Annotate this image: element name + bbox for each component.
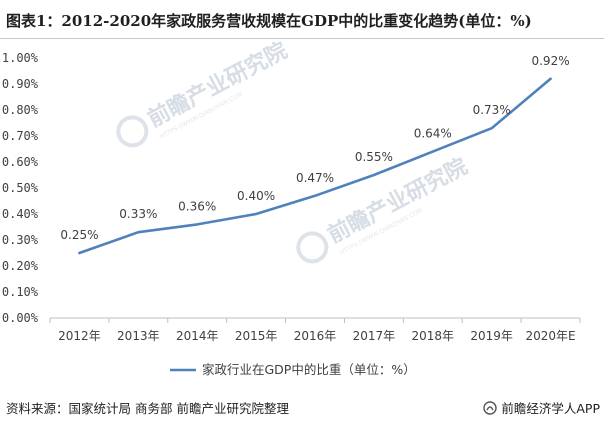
y-tick-label: 0.40%: [2, 207, 39, 221]
x-tick-label: 2020年E: [525, 329, 575, 343]
data-labels: 0.25% 0.33% 0.36% 0.40% 0.47% 0.55% 0.64% 0.73%…: [60, 54, 569, 242]
x-tick-label: 2019年: [470, 329, 513, 343]
data-label: 0.73%: [473, 103, 511, 117]
x-tick-label: 2013年: [117, 329, 160, 343]
y-tick-label: 0.10%: [2, 285, 39, 299]
watermark-text: 前瞻产业研究院: [323, 153, 471, 248]
brand-logo-icon: [483, 400, 498, 415]
data-label: 0.25%: [60, 228, 98, 242]
brand-name: 前瞻经济学人APP: [501, 401, 600, 416]
line-chart: 前瞻产业研究院HTTPS://WWW.QIANZHAN.COM前瞻产业研究院HT…: [2, 40, 581, 377]
y-tick-label: 0.30%: [2, 233, 39, 247]
legend-label: 家政行业在GDP中的比重（单位：%）: [202, 362, 416, 377]
y-axis: 0.00% 0.10% 0.20% 0.30% 0.40% 0.50% 0.60% 0.70%…: [2, 51, 39, 325]
data-label: 0.40%: [237, 189, 275, 203]
watermark-logo-icon: [116, 115, 149, 148]
y-tick-label: 0.50%: [2, 181, 39, 195]
x-tick-label: 2014年: [176, 329, 219, 343]
data-label: 0.47%: [296, 171, 334, 185]
brand-credit: 前瞻经济学人APP: [483, 398, 600, 417]
data-label: 0.33%: [119, 207, 157, 221]
title-divider: [0, 38, 604, 39]
data-label: 0.64%: [414, 127, 452, 141]
x-tick-label: 2018年: [412, 329, 455, 343]
y-tick-label: 0.60%: [2, 155, 39, 169]
data-label: 0.36%: [178, 199, 216, 213]
x-tick-label: 2015年: [235, 329, 278, 343]
x-tick-label: 2012年: [58, 329, 101, 343]
y-tick-label: 0.90%: [2, 77, 39, 91]
x-tick-label: 2016年: [294, 329, 337, 343]
data-label: 0.55%: [355, 150, 393, 164]
chart-title: 图表1：2012-2020年家政服务营收规模在GDP中的比重变化趋势(单位：%): [6, 12, 532, 30]
y-tick-label: 0.80%: [2, 103, 39, 117]
data-label: 0.92%: [531, 54, 569, 68]
y-tick-label: 0.20%: [2, 259, 39, 273]
watermark-text: 前瞻产业研究院: [143, 40, 291, 133]
watermark-logo-icon: [296, 231, 329, 264]
legend: 家政行业在GDP中的比重（单位：%）: [170, 362, 416, 377]
y-tick-label: 0.00%: [2, 311, 39, 325]
series-layer: [78, 77, 552, 255]
y-tick-label: 0.70%: [2, 129, 39, 143]
x-tick-label: 2017年: [353, 329, 396, 343]
source-note: 资料来源：国家统计局 商务部 前瞻产业研究院整理: [6, 401, 289, 416]
x-axis: 2012年 2013年 2014年 2015年 2016年 2017年 2018年 2019年…: [49, 317, 581, 343]
y-tick-label: 1.00%: [2, 51, 39, 65]
